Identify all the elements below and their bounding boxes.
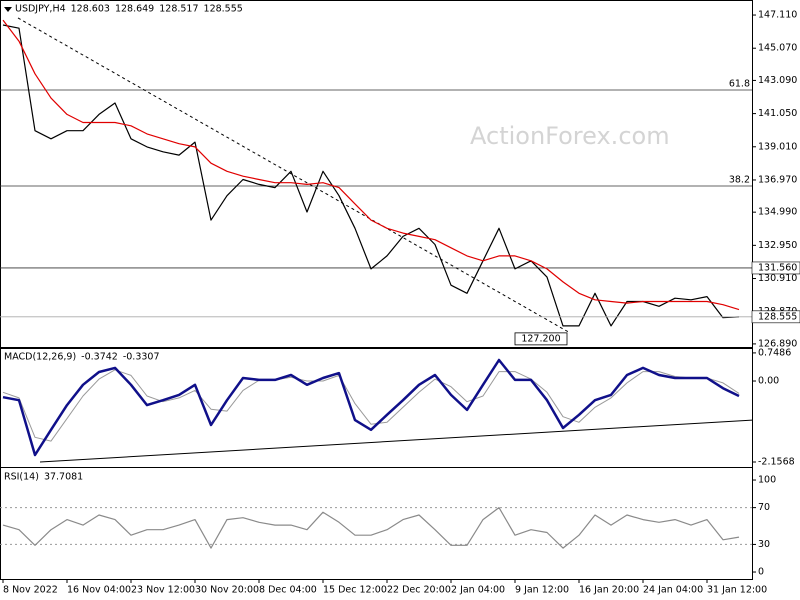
series-line — [2, 358, 740, 457]
level-tag — [751, 261, 800, 275]
panel-value: 128.517 — [159, 4, 198, 15]
y-tick-label: 70 — [758, 502, 770, 513]
x-tick-label: 8 Nov 2022 — [3, 585, 58, 596]
level-label: 61.8 — [729, 79, 750, 90]
panel-value: 128.555 — [204, 4, 243, 15]
y-tick-label: 132.950 — [758, 240, 797, 251]
panel-value: 37.7081 — [44, 472, 83, 483]
x-tick-label: 24 Jan 04:00 — [643, 585, 703, 596]
panel-title: USDJPY,H4 — [15, 4, 66, 15]
y-tick-label: 136.970 — [758, 174, 797, 185]
panel-value: -0.3307 — [123, 352, 160, 363]
y-tick-label: 143.090 — [758, 75, 797, 86]
y-tick-label: 134.990 — [758, 207, 797, 218]
menu-arrow[interactable] — [4, 7, 12, 12]
y-tick-label: 30 — [758, 539, 770, 550]
y-tick-label: 141.050 — [758, 108, 797, 119]
panel-frame — [0, 467, 753, 580]
y-tick-label: 100 — [758, 475, 776, 486]
x-tick-label: 2 Jan 04:00 — [451, 585, 505, 596]
annotation-label: 127.200 — [521, 333, 560, 344]
y-tick-label: 147.110 — [758, 10, 797, 21]
panel-value: -0.3742 — [81, 352, 118, 363]
trendline — [17, 17, 571, 334]
x-tick-label: 16 Nov 04:00 — [67, 585, 131, 596]
panel-value: 128.603 — [71, 4, 110, 15]
x-tick-label: 9 Jan 12:00 — [515, 585, 569, 596]
x-tick-label: 8 Dec 04:00 — [259, 585, 317, 596]
trendline — [39, 419, 753, 463]
x-tick-label: 31 Jan 12:00 — [707, 585, 767, 596]
y-tick-label: 0.00 — [758, 376, 779, 387]
panel-value: 128.649 — [115, 4, 154, 15]
series-line — [2, 24, 740, 327]
y-tick-label: 130.910 — [758, 273, 797, 284]
series-line — [2, 19, 740, 311]
x-tick-label: 30 Nov 20:00 — [195, 585, 259, 596]
panel-title: MACD(12,26,9) — [4, 352, 76, 363]
watermark: ActionForex.com — [470, 122, 670, 150]
panel-title: RSI(14) — [4, 472, 39, 483]
level-label: 131.560 — [758, 262, 797, 273]
x-tick-label: 15 Dec 12:00 — [323, 585, 387, 596]
x-tick-label: 23 Nov 12:00 — [131, 585, 195, 596]
x-tick-label: 22 Dec 20:00 — [387, 585, 451, 596]
panel-frame — [0, 0, 753, 349]
y-tick-label: 145.070 — [758, 43, 797, 54]
x-tick-label: 16 Jan 20:00 — [579, 585, 639, 596]
last-price-tag — [751, 310, 800, 324]
y-tick-label: -2.1568 — [758, 457, 795, 468]
last-price-label: 128.555 — [758, 311, 797, 322]
series-line — [2, 369, 740, 442]
series-line — [2, 507, 740, 549]
annotation-box — [514, 332, 568, 346]
y-tick-label: 0 — [758, 567, 764, 578]
y-tick-label: 0.7486 — [758, 347, 791, 358]
y-tick-label: 139.010 — [758, 141, 797, 152]
y-tick-label: 126.890 — [758, 338, 797, 349]
level-label: 38.2 — [729, 174, 750, 185]
